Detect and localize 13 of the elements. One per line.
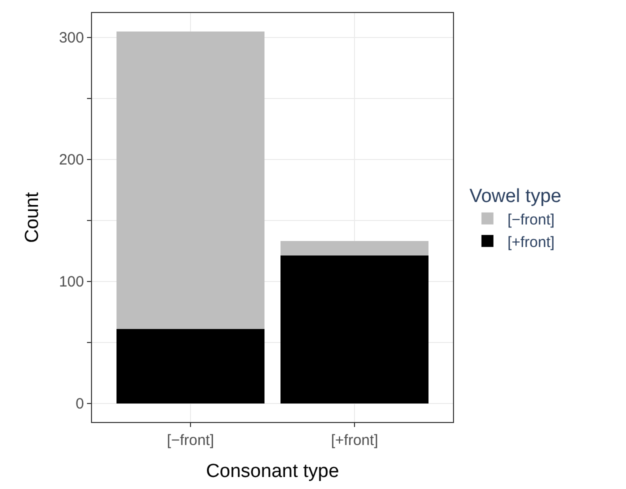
y-tick-label: 300: [58, 30, 84, 47]
bar: [280, 241, 428, 256]
legend-label: [+front]: [507, 234, 555, 251]
y-tick-label: 0: [76, 396, 84, 413]
bar: [116, 328, 264, 404]
y-tick-label: 200: [58, 152, 84, 169]
x-axis-title: Consonant type: [206, 460, 340, 482]
y-tick-label: 100: [58, 274, 84, 291]
legend-title: Vowel type: [469, 186, 562, 208]
bar: [116, 31, 264, 329]
y-axis-title: Count: [22, 191, 43, 243]
bar: [280, 256, 428, 404]
legend-label: [−front]: [507, 211, 555, 228]
